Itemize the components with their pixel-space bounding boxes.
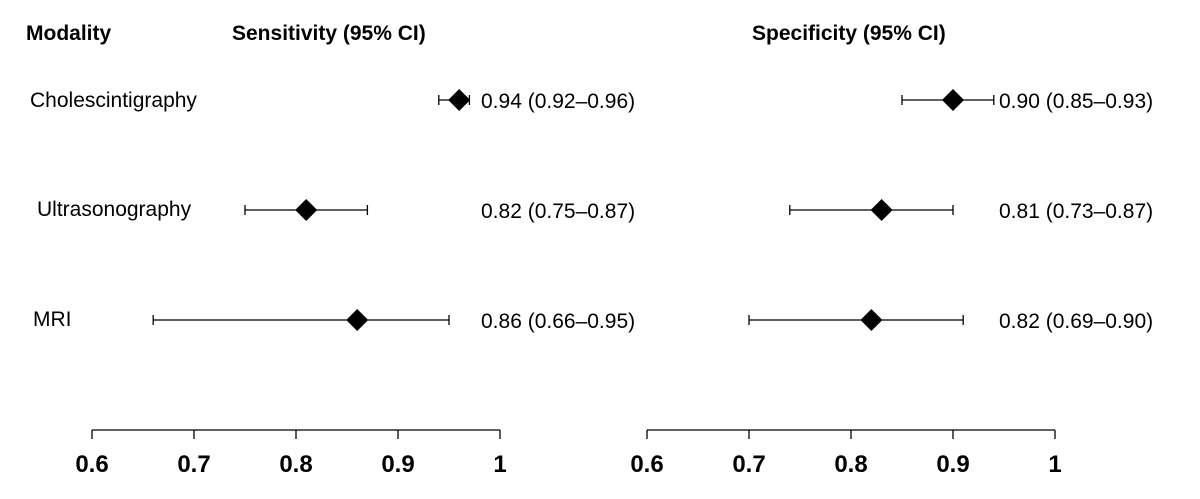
modality-header: Modality: [26, 22, 112, 45]
row-label-mri: MRI: [33, 308, 72, 331]
specificity-header: Specificity (95% CI): [752, 22, 946, 45]
specificity-tick-label: 0.8: [834, 451, 867, 478]
specificity-point-estimate: [870, 199, 893, 221]
row-label-cholescintigraphy: Cholescintigraphy: [30, 89, 197, 112]
sensitivity-header: Sensitivity (95% CI): [232, 22, 426, 45]
sensitivity-point-estimate: [448, 89, 471, 111]
sensitivity-tick-label: 0.8: [279, 451, 312, 478]
sensitivity-tick-label: 1: [493, 451, 506, 478]
specificity-tick-label: 0.9: [936, 451, 969, 478]
sensitivity-point-estimate: [346, 309, 369, 331]
sensitivity-tick-label: 0.9: [381, 451, 414, 478]
specificity-value-label: 0.82 (0.69–0.90): [999, 310, 1153, 333]
specificity-tick-label: 1: [1048, 451, 1061, 478]
specificity-value-label: 0.90 (0.85–0.93): [999, 90, 1153, 113]
specificity-value-label: 0.81 (0.73–0.87): [999, 200, 1153, 223]
specificity-point-estimate: [942, 89, 964, 111]
sensitivity-tick-label: 0.7: [177, 451, 210, 478]
specificity-tick-label: 0.7: [732, 451, 765, 478]
specificity-point-estimate: [860, 309, 883, 331]
sensitivity-point-estimate: [295, 199, 318, 221]
sensitivity-value-label: 0.86 (0.66–0.95): [481, 310, 635, 333]
sensitivity-value-label: 0.94 (0.92–0.96): [481, 90, 635, 113]
specificity-tick-label: 0.6: [630, 451, 663, 478]
row-label-ultrasonography: Ultrasonography: [37, 198, 192, 221]
sensitivity-tick-label: 0.6: [75, 451, 108, 478]
sensitivity-value-label: 0.82 (0.75–0.87): [481, 200, 635, 223]
